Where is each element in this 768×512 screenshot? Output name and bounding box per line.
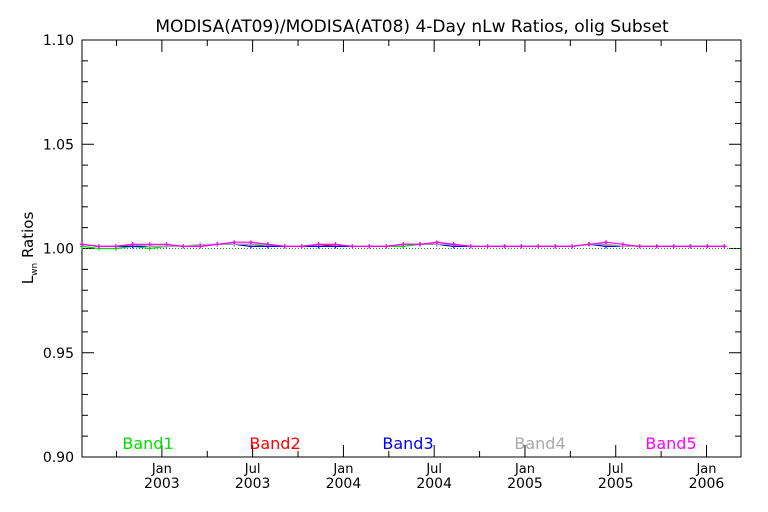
series-point [587, 242, 591, 247]
x-tick-year: 2005 [507, 476, 543, 492]
series-point [215, 242, 220, 247]
y-axis-label-sub: wn [30, 263, 40, 276]
legend: Band1 Band2 Band3 Band4 Band5 [122, 434, 696, 453]
series-group [80, 240, 727, 251]
series-point [519, 244, 524, 249]
series-point [451, 242, 456, 247]
x-tick-year: 2006 [689, 476, 725, 492]
series-band5 [80, 240, 727, 249]
series-point [434, 240, 439, 245]
x-tick-year: 2005 [598, 476, 634, 492]
y-axis-label: Lwn Ratios [19, 212, 40, 285]
series-point [249, 240, 253, 245]
series-point [418, 242, 422, 247]
series-point [654, 244, 659, 249]
series-point [113, 244, 118, 249]
x-tick-year: 2003 [144, 476, 180, 492]
x-tick-month: Jan [332, 462, 353, 477]
chart-title: MODISA(AT09)/MODISA(AT08) 4-Day nLw Rati… [155, 17, 669, 37]
x-tick-month: Jul [244, 462, 261, 477]
x-ticks: Jan2003Jul2003Jan2004Jul2004Jan2005Jul20… [115, 40, 725, 492]
series-point [401, 242, 406, 247]
plot-frame [81, 39, 742, 458]
series-point [80, 242, 84, 247]
series-point [316, 242, 321, 247]
series-point [705, 244, 710, 249]
legend-entry-band1: Band1 [122, 434, 173, 453]
series-point [198, 244, 203, 249]
series-point [147, 242, 152, 247]
series-point [688, 244, 693, 249]
series-point [130, 242, 135, 247]
series-point [536, 244, 541, 249]
y-tick-label: 1.00 [43, 242, 74, 258]
y-axis-label-main: L [19, 275, 37, 284]
x-tick-month: Jul [425, 462, 442, 477]
series-point [671, 244, 676, 249]
legend-entry-band2: Band2 [249, 434, 300, 453]
svg-text:Lwn Ratios: Lwn Ratios [19, 212, 40, 285]
series-point [333, 242, 338, 247]
series-point [367, 244, 372, 249]
series-point [96, 244, 101, 249]
series-point [620, 242, 625, 247]
y-tick-label: 0.95 [43, 346, 74, 362]
series-point [570, 244, 575, 249]
series-point [485, 244, 490, 249]
x-tick-year: 2004 [326, 476, 362, 492]
series-point [553, 244, 558, 249]
series-point [604, 240, 608, 245]
series-point [265, 242, 270, 247]
series-point [232, 240, 237, 245]
series-point [637, 244, 642, 249]
y-ticks: 0.90 0.95 1.00 1.05 1.10 [43, 33, 741, 466]
legend-entry-band4: Band4 [514, 434, 565, 453]
x-tick-month: Jan [151, 462, 172, 477]
y-axis-label-rest: Ratios [19, 212, 37, 263]
x-tick-month: Jul [607, 462, 624, 477]
series-point [299, 244, 304, 249]
x-tick-month: Jan [514, 462, 535, 477]
x-tick-month: Jan [695, 462, 716, 477]
series-point [164, 242, 169, 247]
series-point [502, 244, 507, 249]
series-point [350, 244, 355, 249]
series-point [468, 244, 473, 249]
y-tick-label: 1.05 [43, 137, 74, 153]
legend-entry-band5: Band5 [645, 434, 696, 453]
series-point [384, 244, 389, 249]
series-point [722, 244, 727, 249]
y-tick-label: 0.90 [43, 450, 74, 466]
legend-entry-band3: Band3 [382, 434, 433, 453]
series-point [282, 244, 287, 249]
x-tick-year: 2003 [235, 476, 271, 492]
series-point [181, 244, 186, 249]
y-tick-label: 1.10 [43, 33, 74, 49]
x-tick-year: 2004 [416, 476, 452, 492]
